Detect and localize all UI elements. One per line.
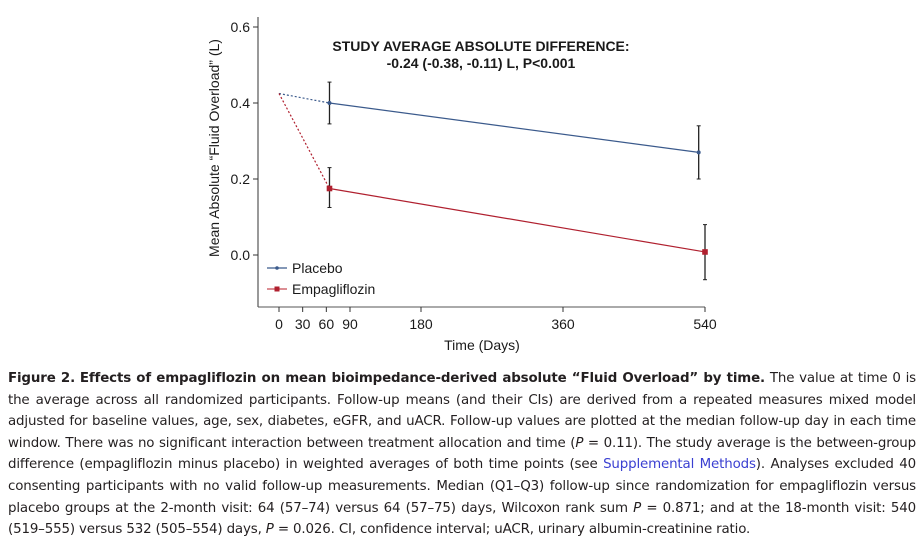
legend-empagliflozin-label: Empagliflozin bbox=[292, 281, 375, 297]
caption-title: Effects of empagliflozin on mean bioimpe… bbox=[79, 371, 765, 386]
fluid-overload-chart: 0.0 0.2 0.4 0.6 0 30 60 90 180 360 540 Mean Absolu… bbox=[206, 17, 717, 353]
figure-caption: Figure 2. Effects of empagliflozin on me… bbox=[8, 368, 916, 541]
x-tick-label: 60 bbox=[319, 316, 335, 332]
x-tick-label: 0 bbox=[275, 316, 283, 332]
legend: Placebo Empagliflozin bbox=[267, 260, 375, 297]
y-tick-label: 0.4 bbox=[231, 95, 251, 111]
placebo-point bbox=[696, 150, 701, 155]
caption-text-1: The value at time 0 is the average acros… bbox=[8, 371, 916, 451]
empagliflozin-point bbox=[326, 185, 333, 192]
placebo-trend-line bbox=[329, 102, 699, 153]
connectors bbox=[278, 92, 706, 253]
caption-label: Figure 2. bbox=[8, 371, 76, 386]
empagliflozin-trend-line bbox=[329, 187, 706, 253]
legend-placebo-label: Placebo bbox=[292, 260, 343, 276]
x-axis-label: Time (Days) bbox=[444, 337, 520, 353]
legend-empagliflozin-marker bbox=[274, 286, 280, 292]
axes: 0.0 0.2 0.4 0.6 0 30 60 90 180 360 540 bbox=[231, 17, 717, 332]
x-tick-label: 90 bbox=[342, 316, 358, 332]
p-symbol-1: P bbox=[575, 435, 584, 451]
x-tick-label: 180 bbox=[409, 316, 433, 332]
markers bbox=[326, 101, 708, 255]
error-bars bbox=[327, 81, 707, 281]
placebo-point bbox=[327, 101, 332, 105]
y-tick-label: 0.2 bbox=[231, 171, 251, 187]
x-tick-label: 540 bbox=[693, 316, 717, 332]
supplemental-methods-link[interactable]: Supplemental Methods bbox=[603, 457, 756, 473]
caption-text-3: ). Analyses excluded 40 consenting parti… bbox=[8, 457, 916, 516]
y-tick-label: 0.0 bbox=[231, 247, 251, 263]
empagliflozin-point bbox=[702, 249, 708, 255]
y-tick-label: 0.6 bbox=[231, 19, 251, 35]
caption-text-2: = 0.11). The study average is the betwee… bbox=[8, 435, 916, 473]
placebo-baseline-connector bbox=[278, 92, 330, 104]
legend-placebo-marker bbox=[275, 266, 279, 270]
x-tick-label: 360 bbox=[551, 316, 575, 332]
x-tick-label: 30 bbox=[295, 316, 311, 332]
empagliflozin-baseline-connector bbox=[278, 93, 331, 189]
p-symbol-2: P bbox=[633, 500, 642, 516]
annotation-line-2: -0.24 (-0.38, -0.11) L, P<0.001 bbox=[387, 55, 576, 71]
y-axis-label: Mean Absolute “Fluid Overload” (L) bbox=[206, 39, 222, 257]
p-symbol-3: P bbox=[265, 522, 274, 538]
caption-text-5: = 0.026. CI, confidence interval; uACR, … bbox=[273, 522, 751, 538]
annotation-line-1: STUDY AVERAGE ABSOLUTE DIFFERENCE: bbox=[332, 38, 629, 54]
